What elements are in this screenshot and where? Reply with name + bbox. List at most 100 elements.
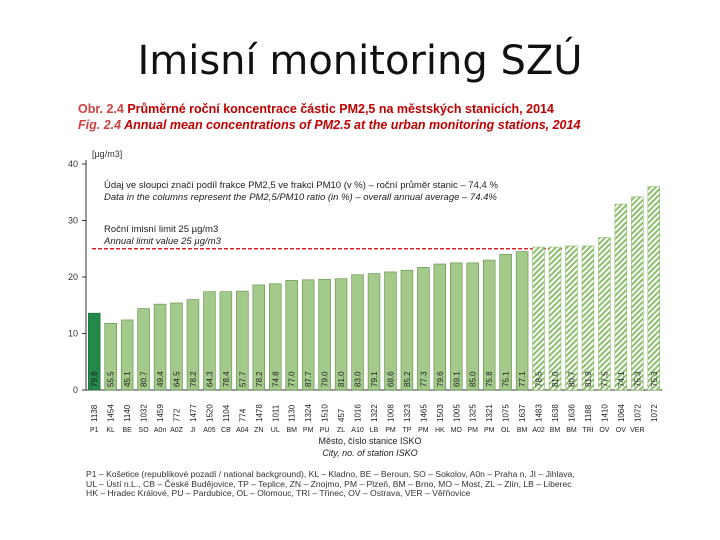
bar-27 xyxy=(515,251,529,391)
bar-ratio-label: 78.5 xyxy=(535,371,544,387)
figure-label-en: Fig. 2.4 xyxy=(78,118,122,132)
city-label: KL xyxy=(106,427,115,434)
bar-ratio-label: 78.4 xyxy=(222,371,231,387)
station-number-label: 1454 xyxy=(107,404,116,422)
pm25-bar-chart: 0 10 20 30 40 79.8 1138 P1 55.5 1454 KL 45.1 1140 BE… xyxy=(68,149,662,458)
legend-line-3: HK – Hradec Králové, PU – Pardubice, OL … xyxy=(86,488,471,499)
limit-label-cz: Roční imisní limit 25 µg/m3 xyxy=(104,224,218,235)
city-label: PM xyxy=(467,427,478,434)
station-number-label: 1130 xyxy=(288,404,297,422)
bar-ratio-label: 81.9 xyxy=(584,371,593,387)
bar-ratio-label: 64.3 xyxy=(205,371,214,387)
station-number-label: 1138 xyxy=(90,404,99,422)
bar-ratio-label: 57.7 xyxy=(238,371,247,387)
bar-ratio-label: 75.3 xyxy=(633,371,642,387)
bar-25 xyxy=(482,259,496,391)
figure-caption-cz: Průměrné roční koncentrace částic PM2,5 … xyxy=(127,102,554,116)
bar-35 xyxy=(647,186,660,391)
bar-33 xyxy=(614,203,628,391)
city-label: LB xyxy=(370,427,379,434)
bar-12 xyxy=(269,283,282,391)
city-label: PM xyxy=(418,427,429,434)
station-number-label: 1188 xyxy=(584,404,593,422)
bar-ratio-label: 69.1 xyxy=(452,371,461,387)
station-number-label: 1478 xyxy=(255,404,264,422)
station-number-label: 1064 xyxy=(617,404,626,422)
city-label: PU xyxy=(320,427,330,434)
x-axis-title-en: City, no. of station ISKO xyxy=(322,448,417,458)
city-label: OV xyxy=(599,427,609,434)
bar-15 xyxy=(318,278,331,391)
bar-28 xyxy=(532,246,545,391)
city-label: MO xyxy=(451,427,463,434)
y-tick-label: 10 xyxy=(68,329,78,339)
bar-ratio-label: 49.4 xyxy=(156,371,165,387)
bar-ratio-label: 64.5 xyxy=(173,371,182,387)
bar-ratio-label: 77.5 xyxy=(600,371,609,387)
station-number-label: 457 xyxy=(337,408,346,422)
city-label: TRI xyxy=(582,427,593,434)
y-tick-label: 20 xyxy=(68,272,78,282)
city-label: A0Z xyxy=(170,427,184,434)
city-label: BM xyxy=(517,427,528,434)
y-axis-unit: [µg/m3] xyxy=(92,149,122,159)
bar-10 xyxy=(236,290,249,391)
station-number-label: 1323 xyxy=(403,404,412,422)
station-legend: P1 – Košetice (republikové pozadí / nati… xyxy=(86,469,686,499)
legend-line-2: UL – Ústí n.L., CB – České Budějovice, T… xyxy=(86,478,572,489)
bar-ratio-label: 74.1 xyxy=(617,371,626,387)
city-label: PM xyxy=(303,427,314,434)
city-label: PM xyxy=(385,427,396,434)
city-label: UL xyxy=(271,427,280,434)
bar-11 xyxy=(252,284,266,391)
city-label: A05 xyxy=(203,427,216,434)
station-number-label: 774 xyxy=(238,408,247,422)
bar-16 xyxy=(334,278,348,391)
station-number-label: 1322 xyxy=(370,404,379,422)
city-label: VER xyxy=(630,427,644,434)
station-number-label: 1459 xyxy=(156,404,165,422)
city-label: BM xyxy=(286,427,297,434)
station-number-label: 1477 xyxy=(189,404,198,422)
bar-4 xyxy=(137,308,150,391)
station-number-label: 1465 xyxy=(419,404,428,422)
bar-ratio-label: 75.3 xyxy=(650,371,659,387)
city-label: TP xyxy=(402,427,411,434)
bar-ratio-label: 75.1 xyxy=(502,371,511,387)
city-label: BE xyxy=(122,427,132,434)
station-number-label: 1637 xyxy=(518,404,527,422)
legend-line-1: P1 – Košetice (republikové pozadí / nati… xyxy=(86,469,575,479)
station-number-label: 1638 xyxy=(551,404,560,422)
bar-5 xyxy=(153,303,167,391)
y-tick-label: 40 xyxy=(68,159,78,169)
bar-1 xyxy=(88,312,101,391)
figure-label-cz: Obr. 2.4 xyxy=(78,102,124,116)
bar-31 xyxy=(581,245,595,391)
station-number-label: 1008 xyxy=(386,404,395,422)
bar-32 xyxy=(598,237,611,391)
bar-ratio-label: 55.5 xyxy=(107,371,116,387)
bar-7 xyxy=(186,299,200,391)
bar-ratio-label: 83.0 xyxy=(354,371,363,387)
bar-ratio-label: 79.1 xyxy=(370,371,379,387)
y-tick-label: 30 xyxy=(68,216,78,226)
station-number-label: 1510 xyxy=(321,404,330,422)
city-label: A04 xyxy=(236,427,249,434)
city-label: A02 xyxy=(532,427,545,434)
city-label: JI xyxy=(190,427,196,434)
bar-ratio-label: 77.3 xyxy=(419,371,428,387)
station-number-label: 1104 xyxy=(222,404,231,422)
bar-ratio-label: 79.0 xyxy=(321,371,330,387)
city-label: HK xyxy=(435,427,445,434)
bar-26 xyxy=(499,254,512,391)
station-number-label: 1005 xyxy=(452,404,461,422)
bar-ratio-label: 74.8 xyxy=(271,371,280,387)
bar-ratio-label: 78.2 xyxy=(255,371,264,387)
slide-title: Imisní monitoring SZÚ xyxy=(137,38,583,84)
station-number-label: 1483 xyxy=(535,404,544,422)
bar-14 xyxy=(301,279,315,391)
x-axis-title-cz: Město, číslo stanice ISKO xyxy=(318,436,421,446)
station-number-label: 1140 xyxy=(123,404,132,422)
station-number-label: 1321 xyxy=(485,404,494,422)
station-number-label: 1410 xyxy=(600,404,609,422)
